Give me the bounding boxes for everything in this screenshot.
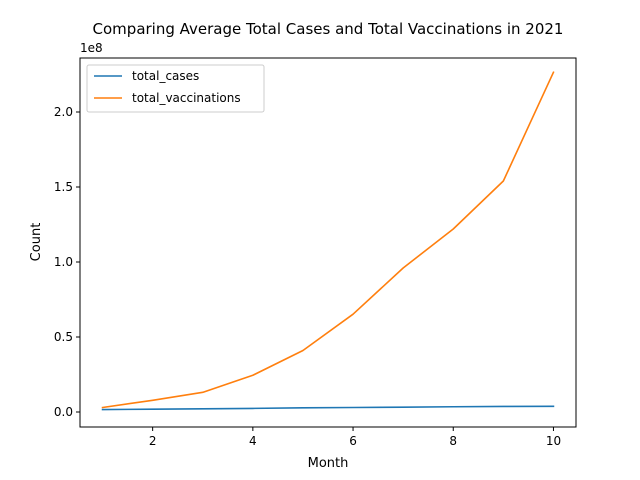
x-tick-label: 4 xyxy=(249,434,257,448)
x-tick-label: 10 xyxy=(546,434,561,448)
x-tick-label: 2 xyxy=(149,434,157,448)
y-tick-label: 0.0 xyxy=(54,405,73,419)
legend-label-total-cases: total_cases xyxy=(132,69,199,83)
legend: total_cases total_vaccinations xyxy=(86,64,265,113)
y-tick-label: 2.0 xyxy=(54,105,73,119)
chart-title: Comparing Average Total Cases and Total … xyxy=(93,20,564,38)
y-offset-label: 1e8 xyxy=(80,41,103,55)
y-tick-label: 0.5 xyxy=(54,330,73,344)
axes-frame xyxy=(79,57,577,428)
x-tick-label: 6 xyxy=(349,434,357,448)
legend-label-total-vaccinations: total_vaccinations xyxy=(132,91,241,105)
x-axis-label: Month xyxy=(308,456,349,471)
legend-box xyxy=(86,64,265,113)
series-line-total-cases xyxy=(101,405,555,411)
y-tick-label: 1.5 xyxy=(54,180,73,194)
y-axis-label: Count xyxy=(29,223,44,262)
series-line-total-vaccinations xyxy=(101,71,555,409)
x-tick-label: 8 xyxy=(449,434,457,448)
plot-area xyxy=(101,71,555,411)
y-tick-label: 1.0 xyxy=(54,255,73,269)
